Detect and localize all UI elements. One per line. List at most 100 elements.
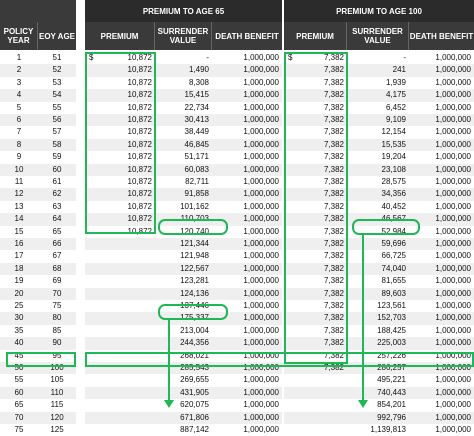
surrender-65-cell: 123,281 <box>180 276 209 286</box>
row-stripe <box>85 386 282 400</box>
premium-100-cell: 7,382 <box>323 127 344 137</box>
surrender-100-cell: 123,561 <box>377 301 406 310</box>
eoy-age-cell: 110 <box>50 387 64 397</box>
death-65-cell: 1,000,000 <box>243 288 279 298</box>
premium-100-cell <box>284 387 347 399</box>
surrender-100-cell: 495,221 <box>377 375 406 385</box>
premium-100-cell: 7,382 <box>323 263 344 273</box>
row-stripe <box>0 312 76 325</box>
surrender-65-cell: 46,845 <box>184 139 209 149</box>
death-65-cell: 1,000,000 <box>243 139 279 149</box>
eoy-age-cell: 59 <box>52 152 62 162</box>
policy-year-cell: 4 <box>16 90 22 100</box>
row-stripe <box>284 163 474 176</box>
premium-100-cell: 7,382 <box>323 177 344 186</box>
premium-65-cell: 10,872 <box>127 177 152 186</box>
policy-year-cell: 16 <box>14 239 24 248</box>
policy-year-cell: 6 <box>16 115 22 124</box>
surrender-100-cell: 59,696 <box>381 239 406 248</box>
policy-year-cell: 8 <box>16 139 22 149</box>
row-stripe <box>0 287 76 300</box>
death-65-cell: 1,000,000 <box>243 301 279 310</box>
header-death-100: DEATH BENEFIT <box>409 22 474 50</box>
death-65-cell: 1,000,000 <box>243 65 279 75</box>
premium-65-cell <box>85 300 155 312</box>
premium-65-cell <box>85 263 155 275</box>
header-premium-65: PREMIUM <box>85 22 155 50</box>
eoy-age-cell: 57 <box>52 127 62 137</box>
premium-65-cell <box>85 399 155 411</box>
surrender-65-cell: 285,543 <box>180 363 209 372</box>
premium-100-cell: 7,382 <box>323 164 344 174</box>
arrow-line-100 <box>362 235 364 402</box>
row-stripe <box>85 238 282 251</box>
death-65-cell: 1,000,000 <box>243 400 279 410</box>
premium-65-cell <box>85 325 155 337</box>
policy-year-cell: 65 <box>14 400 24 410</box>
surrender-65-cell: 121,344 <box>180 239 209 248</box>
death-100-cell: 1,000,000 <box>435 90 471 100</box>
premium-100-cell: 7,382 <box>323 288 344 298</box>
premium-100-cell: 7,382 <box>323 189 344 199</box>
surrender-65-cell: 213,004 <box>180 325 209 335</box>
header-surrender-100: SURRENDER VALUE <box>347 22 409 50</box>
premium-65-cell: 10,872 <box>127 65 152 75</box>
eoy-age-cell: 51 <box>52 53 62 62</box>
premium-100-cell: 7,382 <box>323 325 344 335</box>
premium-100-cell: 7,382 <box>323 77 344 87</box>
surrender-65-cell: 15,415 <box>184 90 209 100</box>
premium-100-cell: 7,382 <box>323 251 344 261</box>
row-stripe <box>0 89 76 102</box>
currency-symbol: $ <box>89 53 94 62</box>
premium-65-cell <box>85 412 155 424</box>
policy-year-cell: 19 <box>14 276 24 286</box>
premium-100-cell: 7,382 <box>323 239 344 248</box>
row-stripe <box>284 138 474 152</box>
surrender-100-cell: 992,796 <box>377 412 406 422</box>
death-100-cell: 1,000,000 <box>435 115 471 124</box>
death-65-cell: 1,000,000 <box>243 375 279 385</box>
surrender-100-cell: 15,535 <box>381 139 406 149</box>
policy-year-cell: 55 <box>14 375 24 385</box>
surrender-100-cell: 188,425 <box>377 325 406 335</box>
eoy-age-cell: 120 <box>50 412 64 422</box>
row-stripe <box>0 138 76 152</box>
death-100-cell: 1,000,000 <box>435 325 471 335</box>
death-65-cell: 1,000,000 <box>243 90 279 100</box>
premium-100-cell: 7,382 <box>323 301 344 310</box>
death-65-cell: 1,000,000 <box>243 263 279 273</box>
death-65-cell: 1,000,000 <box>243 77 279 87</box>
death-100-cell: 1,000,000 <box>435 65 471 75</box>
policy-year-cell: 13 <box>14 201 24 211</box>
eoy-age-cell: 95 <box>52 350 62 360</box>
surrender-100-cell: 40,452 <box>381 201 406 211</box>
row-stripe <box>284 64 474 77</box>
policy-year-cell: 14 <box>14 214 24 224</box>
death-65-cell: 1,000,000 <box>243 350 279 360</box>
surrender-65-cell: 60,083 <box>184 164 209 174</box>
premium-65-cell: 10,872 <box>127 102 152 112</box>
eoy-age-cell: 55 <box>52 102 62 112</box>
eoy-age-cell: 54 <box>52 90 62 100</box>
policy-year-cell: 5 <box>16 102 22 112</box>
policy-year-cell: 17 <box>14 251 24 261</box>
death-65-cell: 1,000,000 <box>243 115 279 124</box>
death-100-cell: 1,000,000 <box>435 53 471 62</box>
death-65-cell: 1,000,000 <box>243 363 279 372</box>
premium-65-cell <box>85 387 155 399</box>
death-100-cell: 1,000,000 <box>435 226 471 236</box>
premium-65-cell: 10,872 <box>127 214 152 224</box>
arrow-down-100-icon <box>358 400 368 408</box>
eoy-age-cell: 68 <box>52 263 62 273</box>
header-premium-to-age-65: PREMIUM TO AGE 65 <box>85 0 282 22</box>
surrender-65-cell: 38,449 <box>184 127 209 137</box>
surrender-65-cell: 8,308 <box>188 77 209 87</box>
death-65-cell: 1,000,000 <box>243 226 279 236</box>
death-100-cell: 1,000,000 <box>435 375 471 385</box>
death-65-cell: 1,000,000 <box>243 127 279 137</box>
premium-100-cell: 7,382 <box>323 152 344 162</box>
policy-year-cell: 35 <box>14 325 24 335</box>
death-65-cell: 1,000,000 <box>243 201 279 211</box>
death-100-cell: 1,000,000 <box>435 301 471 310</box>
row-stripe <box>284 188 474 201</box>
